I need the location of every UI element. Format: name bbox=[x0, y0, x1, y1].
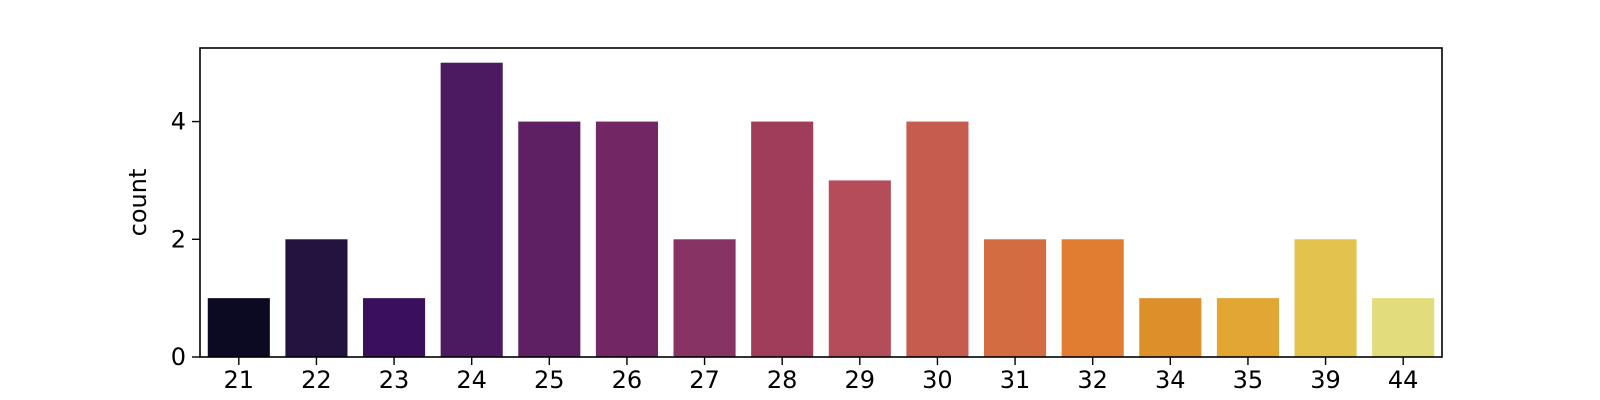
bars-layer bbox=[207, 62, 1435, 358]
bar-25 bbox=[518, 121, 581, 357]
bar-35 bbox=[1216, 298, 1279, 357]
x-tick-label: 21 bbox=[224, 366, 255, 394]
y-axis-label: count bbox=[124, 169, 152, 237]
x-tick-label: 39 bbox=[1310, 366, 1341, 394]
x-tick-label: 29 bbox=[845, 366, 876, 394]
bar-26 bbox=[595, 121, 658, 357]
bar-44 bbox=[1372, 298, 1435, 357]
x-tick-label: 32 bbox=[1077, 366, 1108, 394]
x-tick-label: 26 bbox=[612, 366, 643, 394]
bar-30 bbox=[906, 121, 969, 357]
x-tick-label: 28 bbox=[767, 366, 798, 394]
bar-39 bbox=[1294, 239, 1357, 357]
y-tick-label: 4 bbox=[171, 108, 186, 136]
bar-32 bbox=[1061, 239, 1124, 357]
x-tick-label: 44 bbox=[1388, 366, 1419, 394]
bar-21 bbox=[207, 298, 270, 357]
bar-28 bbox=[751, 121, 814, 357]
y-axis: 0 2 4 bbox=[171, 108, 200, 371]
x-tick-label: 23 bbox=[379, 366, 410, 394]
x-tick-label: 31 bbox=[1000, 366, 1031, 394]
x-tick-label: 35 bbox=[1233, 366, 1264, 394]
bar-34 bbox=[1139, 298, 1202, 357]
plot-frame bbox=[199, 47, 1443, 358]
bar-22 bbox=[285, 239, 348, 357]
x-tick-label: 22 bbox=[301, 366, 332, 394]
x-tick-label: 27 bbox=[689, 366, 720, 394]
bar-24 bbox=[440, 62, 503, 358]
x-tick-label: 30 bbox=[922, 366, 953, 394]
y-tick-label: 2 bbox=[171, 225, 186, 253]
x-tick-label: 25 bbox=[534, 366, 565, 394]
bar-31 bbox=[984, 239, 1047, 357]
y-tick-label: 0 bbox=[171, 343, 186, 371]
x-tick-label: 34 bbox=[1155, 366, 1186, 394]
bar-29 bbox=[828, 180, 891, 357]
bar-27 bbox=[673, 239, 736, 357]
x-axis: 21 22 23 24 25 26 27 28 29 30 31 32 34 35 39 44 bbox=[224, 357, 1419, 394]
x-tick-label: 24 bbox=[456, 366, 487, 394]
bar-23 bbox=[363, 298, 426, 357]
